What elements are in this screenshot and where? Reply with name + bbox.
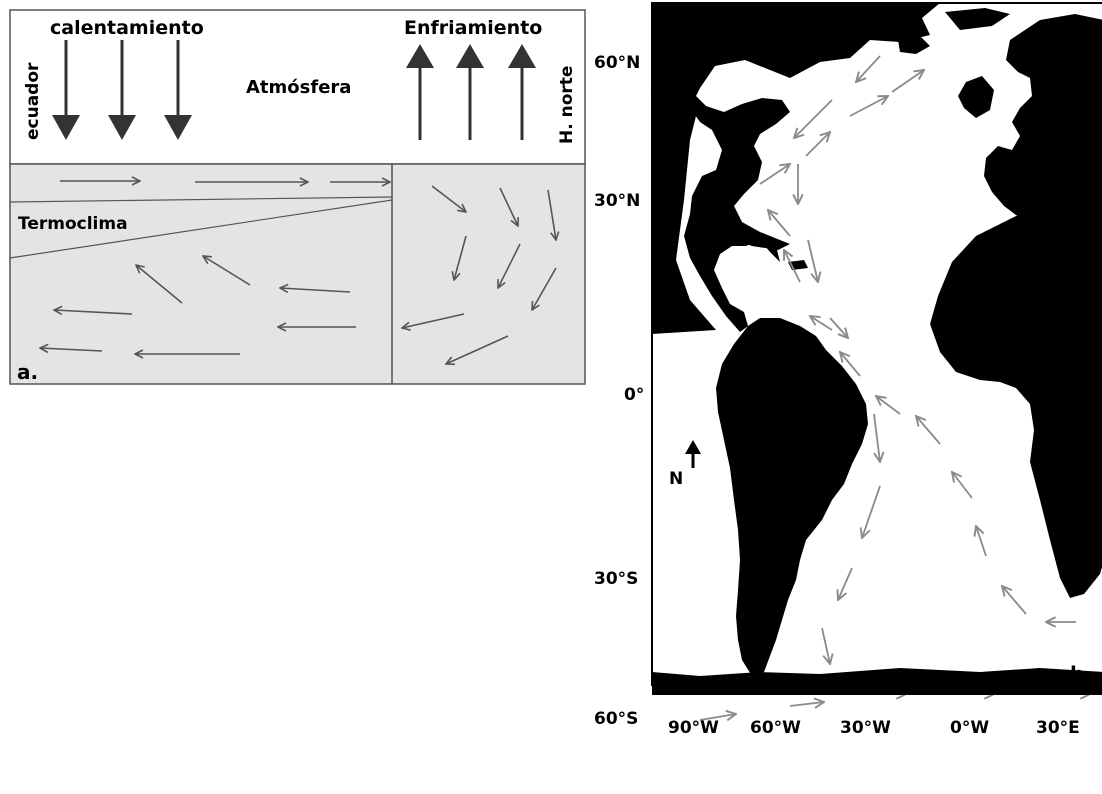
arctic-island bbox=[945, 8, 1010, 30]
africa-landmass bbox=[930, 210, 1102, 598]
atmosphere-box bbox=[9, 9, 586, 165]
current-arrow bbox=[829, 317, 848, 338]
flow-arrow bbox=[203, 256, 251, 286]
caribbean-islands bbox=[730, 232, 808, 270]
flow-arrow bbox=[498, 243, 521, 288]
iceland bbox=[898, 36, 930, 54]
current-arrow bbox=[952, 472, 973, 499]
current-arrow bbox=[768, 210, 791, 237]
equator-label: ecuador bbox=[23, 62, 43, 140]
flow-arrow bbox=[532, 267, 557, 310]
heating-arrow bbox=[164, 40, 192, 140]
cooling-arrow bbox=[508, 44, 536, 140]
heating-arrow bbox=[52, 40, 80, 140]
longitude-strip bbox=[652, 685, 1102, 695]
current-arrow bbox=[699, 714, 736, 720]
lat-label-30n: 30°N bbox=[594, 191, 640, 211]
flow-arrow bbox=[446, 335, 509, 364]
north-indicator: N bbox=[669, 440, 701, 489]
flow-arrow bbox=[280, 288, 351, 292]
greenland-landmass bbox=[652, 3, 940, 112]
lon-label-60w: 60°W bbox=[750, 718, 801, 738]
deep-flow-arrows bbox=[40, 185, 557, 364]
flow-arrow bbox=[431, 185, 466, 212]
flow-arrow bbox=[136, 265, 183, 304]
lon-label-30w: 30°W bbox=[840, 718, 891, 738]
panel-a-letter: a. bbox=[17, 360, 38, 384]
heating-arrow bbox=[108, 40, 136, 140]
thermocline-label: Termoclima bbox=[18, 214, 128, 234]
thermocline-line-upper bbox=[9, 196, 393, 203]
surface-flow-arrows bbox=[60, 181, 390, 182]
heating-arrows bbox=[52, 40, 192, 140]
cooling-label: Enfriamiento bbox=[404, 17, 542, 39]
cooling-arrow bbox=[456, 44, 484, 140]
current-arrow bbox=[789, 702, 824, 706]
flow-arrow bbox=[499, 187, 518, 226]
current-arrow bbox=[794, 99, 833, 138]
current-arrow bbox=[807, 239, 818, 282]
lat-label-60s: 60°S bbox=[594, 709, 638, 729]
panel-b: N 60°N 30°N 0° 30°S 60°S 90°W 60°W 30°W … bbox=[594, 2, 1102, 738]
antarctica-landmass bbox=[652, 668, 1102, 685]
current-arrow bbox=[862, 485, 881, 538]
europe-landmass bbox=[984, 14, 1102, 222]
lat-label-30s: 30°S bbox=[594, 569, 638, 589]
atmosphere-label: Atmósfera bbox=[246, 77, 351, 98]
current-arrow bbox=[821, 627, 830, 664]
current-arrow bbox=[840, 352, 861, 377]
flow-arrow bbox=[454, 235, 467, 280]
flow-arrow bbox=[54, 310, 133, 314]
cooling-arrow bbox=[406, 44, 434, 140]
current-arrow bbox=[810, 316, 833, 331]
lat-label-60n: 60°N bbox=[594, 53, 640, 73]
lat-label-0: 0° bbox=[624, 385, 644, 405]
lon-label-90w: 90°W bbox=[668, 718, 719, 738]
flow-arrow bbox=[402, 313, 465, 328]
flow-arrow bbox=[547, 189, 556, 240]
current-arrow bbox=[1002, 586, 1027, 615]
cooling-arrows bbox=[406, 44, 536, 140]
panel-b-letter: b. bbox=[1070, 662, 1092, 686]
north-hemisphere-label: H. norte bbox=[557, 66, 577, 144]
north-america-west-edge bbox=[652, 92, 716, 334]
british-isles bbox=[958, 76, 994, 118]
flow-arrow bbox=[40, 348, 103, 351]
current-arrow bbox=[856, 55, 881, 82]
current-arrow bbox=[805, 132, 830, 157]
current-arrow bbox=[849, 96, 888, 117]
current-arrow bbox=[916, 416, 941, 445]
current-arrow bbox=[759, 164, 790, 185]
current-arrow bbox=[976, 526, 987, 557]
current-arrow bbox=[784, 250, 801, 283]
current-arrow bbox=[873, 413, 880, 462]
south-america-landmass bbox=[716, 318, 868, 676]
current-arrow bbox=[838, 567, 853, 600]
north-america-landmass bbox=[652, 92, 790, 332]
panel-a: calentamiento Enfriamiento Atmósfera ecu… bbox=[9, 9, 586, 385]
north-label: N bbox=[669, 469, 683, 489]
lon-label-0w: 0°W bbox=[950, 718, 989, 738]
current-arrow bbox=[891, 70, 924, 93]
thermocline-line bbox=[9, 199, 393, 259]
heating-label: calentamiento bbox=[50, 17, 204, 39]
lon-label-30e: 30°E bbox=[1036, 718, 1080, 738]
current-arrow bbox=[876, 396, 901, 415]
